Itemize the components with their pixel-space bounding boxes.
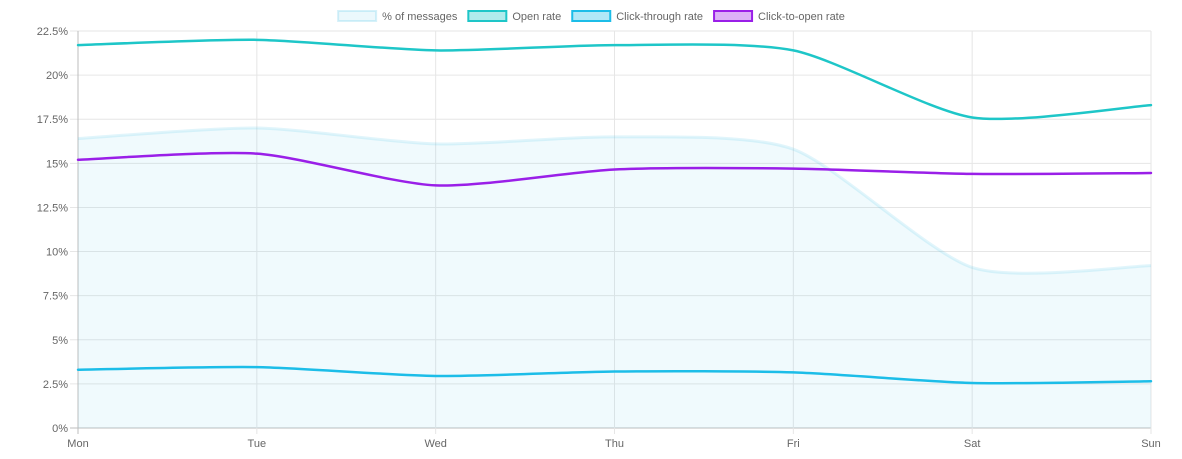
- y-tick-label: 20%: [46, 70, 68, 82]
- legend: % of messages Open rate Click-through rate…: [337, 10, 845, 23]
- click-through-rate-point: [76, 368, 80, 372]
- pct-of-messages-point: [1149, 264, 1153, 268]
- legend-item-click-to-open-rate[interactable]: Click-to-open rate: [713, 10, 845, 23]
- y-tick-label: 22.5%: [37, 26, 68, 38]
- legend-item-open-rate[interactable]: Open rate: [467, 10, 561, 23]
- click-to-open-rate-point: [1149, 171, 1153, 175]
- x-tick-label: Mon: [67, 438, 88, 450]
- click-through-rate-point: [613, 370, 617, 374]
- open-rate-point: [791, 48, 795, 52]
- legend-item-click-through-rate[interactable]: Click-through rate: [571, 10, 703, 23]
- click-to-open-rate-line: [76, 151, 1153, 187]
- y-tick-label: 12.5%: [37, 202, 68, 214]
- x-tick-label: Tue: [248, 438, 267, 450]
- grid: [70, 30, 1152, 434]
- y-tick-label: 2.5%: [43, 379, 68, 391]
- click-through-rate-line: [76, 365, 1153, 385]
- x-tick-label: Fri: [787, 438, 800, 450]
- legend-swatch: [467, 10, 508, 22]
- pct-of-messages-point: [970, 265, 974, 269]
- legend-label: % of messages: [382, 11, 458, 23]
- pct-of-messages-point: [613, 135, 617, 139]
- legend-label: Click-to-open rate: [758, 11, 845, 23]
- x-tick-label: Thu: [605, 438, 624, 450]
- y-tick-label: 17.5%: [37, 114, 68, 126]
- pct-of-messages-point: [434, 142, 438, 146]
- open-rate-point: [76, 43, 80, 47]
- click-to-open-rate-point: [434, 183, 438, 187]
- y-tick-label: 15%: [46, 158, 68, 170]
- x-tick-label: Sat: [964, 438, 981, 450]
- y-tick-label: 0%: [52, 423, 68, 435]
- pct-of-messages-point: [791, 147, 795, 151]
- y-tick-label: 7.5%: [43, 291, 68, 303]
- legend-item-pct-of-messages[interactable]: % of messages: [337, 10, 458, 23]
- click-through-rate-point: [434, 374, 438, 378]
- pct-of-messages-point: [255, 126, 259, 130]
- pct-of-messages-line: [77, 126, 1152, 275]
- area-series-layer: [77, 126, 1152, 428]
- click-through-rate-point: [791, 370, 795, 374]
- click-through-rate-point: [1149, 379, 1153, 383]
- click-through-rate-point: [255, 365, 259, 369]
- legend-label: Open rate: [512, 11, 561, 23]
- pct-of-messages-point: [76, 137, 80, 141]
- open-rate-point: [970, 115, 974, 119]
- open-rate-point: [434, 48, 438, 52]
- x-tick-label: Sun: [1141, 438, 1161, 450]
- click-to-open-rate-point: [970, 172, 974, 176]
- legend-label: Click-through rate: [616, 11, 703, 23]
- line-series-layer: [76, 38, 1153, 385]
- legend-swatch: [337, 10, 378, 22]
- click-to-open-rate-point: [613, 168, 617, 172]
- open-rate-point: [1149, 103, 1153, 107]
- click-to-open-rate-point: [255, 152, 259, 156]
- open-rate-point: [255, 38, 259, 42]
- click-to-open-rate-point: [76, 158, 80, 162]
- y-tick-label: 5%: [52, 335, 68, 347]
- pct-of-messages-area: [78, 128, 1151, 428]
- open-rate-point: [613, 43, 617, 47]
- click-through-rate-point: [970, 381, 974, 385]
- open-rate-line: [76, 38, 1153, 121]
- y-tick-label: 10%: [46, 247, 68, 259]
- legend-swatch: [713, 10, 754, 22]
- x-tick-label: Wed: [424, 438, 446, 450]
- axes: 0% 2.5% 5% 7.5% 10% 12.5% 15% 17.5% 20% 22.5% Mon T…: [37, 26, 1161, 450]
- click-to-open-rate-point: [791, 167, 795, 171]
- legend-swatch: [571, 10, 612, 22]
